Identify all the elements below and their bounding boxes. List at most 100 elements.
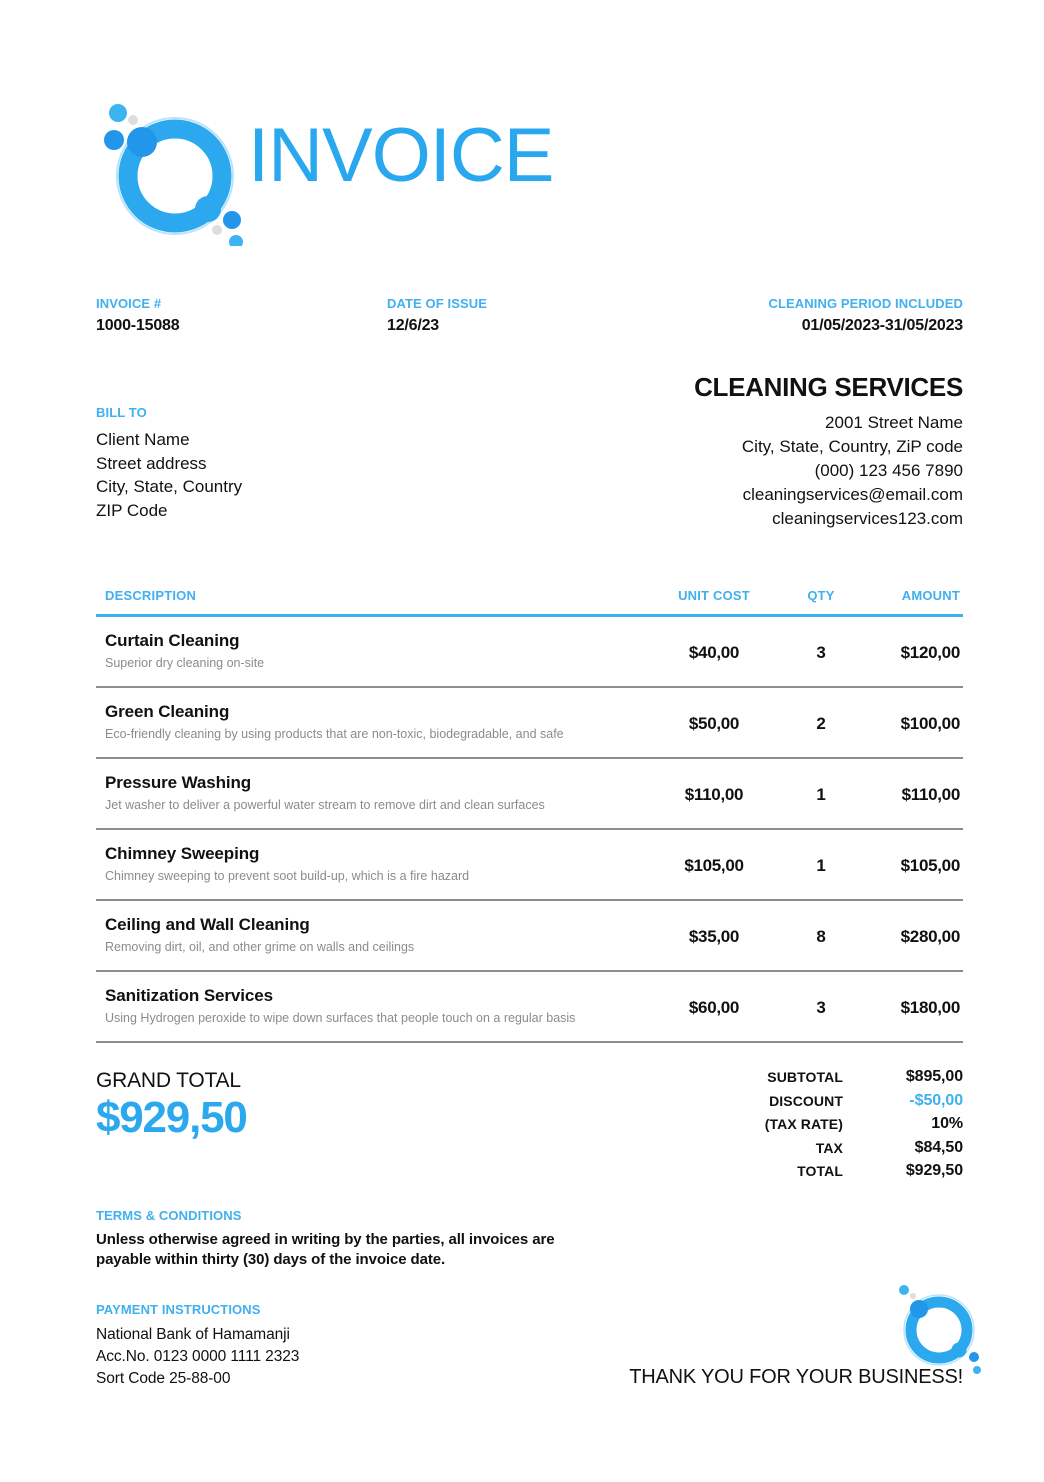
line-items-table: DESCRIPTION UNIT COST QTY AMOUNT Curtain…: [96, 588, 963, 1043]
item-unit-cost: $50,00: [688, 714, 740, 733]
summary-key: SUBTOTAL: [767, 1069, 843, 1085]
item-description-cell: Ceiling and Wall Cleaning Removing dirt,…: [105, 914, 650, 956]
table-row: Green Cleaning Eco-friendly cleaning by …: [96, 688, 963, 759]
bill-to-block: BILL TO Client Name Street address City,…: [96, 405, 496, 522]
column-header-amount: AMOUNT: [901, 588, 960, 603]
item-title: Pressure Washing: [105, 773, 252, 792]
invoice-number-field: INVOICE # 1000-15088: [96, 296, 180, 335]
item-unit-cost: $110,00: [684, 785, 744, 804]
summary-value: $84,50: [914, 1138, 963, 1156]
item-title: Chimney Sweeping: [105, 844, 260, 863]
item-description-cell: Curtain Cleaning Superior dry cleaning o…: [105, 630, 650, 672]
company-email[interactable]: cleaningservices@email.com: [742, 485, 963, 504]
column-header-description: DESCRIPTION: [105, 588, 197, 603]
item-amount: $280,00: [900, 927, 961, 946]
item-title: Green Cleaning: [105, 702, 230, 721]
terms-body-line: Unless otherwise agreed in writing by th…: [96, 1231, 555, 1248]
summary-key: DISCOUNT: [769, 1092, 843, 1109]
table-row: Pressure Washing Jet washer to deliver a…: [96, 759, 963, 830]
summary-value: -$50,00: [909, 1091, 963, 1109]
date-of-issue-label: DATE OF ISSUE: [387, 296, 488, 311]
cleaning-period-field: CLEANING PERIOD INCLUDED 01/05/2023-31/0…: [768, 296, 963, 335]
item-title: Sanitization Services: [105, 986, 273, 1005]
summary-value: $895,00: [905, 1068, 963, 1085]
totals-section: GRAND TOTAL $929,50 SUBTOTAL $895,00 DIS…: [96, 1066, 963, 1191]
date-of-issue-field: DATE OF ISSUE 12/6/23: [387, 296, 487, 335]
item-description-cell: Sanitization Services Using Hydrogen per…: [105, 985, 650, 1027]
payment-label: PAYMENT INSTRUCTIONS: [96, 1302, 261, 1317]
ring-bubbles-logo-icon: [104, 104, 243, 246]
item-qty: 3: [816, 998, 826, 1017]
bill-to-label: BILL TO: [96, 405, 147, 420]
item-amount: $110,00: [901, 785, 961, 804]
item-description-cell: Pressure Washing Jet washer to deliver a…: [105, 772, 650, 814]
company-website[interactable]: cleaningservices123.com: [772, 509, 963, 528]
summary-key: TAX: [815, 1139, 843, 1156]
item-description-cell: Green Cleaning Eco-friendly cleaning by …: [105, 701, 650, 743]
payment-account-number: Acc.No. 0123 0000 1111 2323: [96, 1348, 300, 1365]
item-subtitle: Superior dry cleaning on-site: [105, 656, 265, 670]
table-row: Ceiling and Wall Cleaning Removing dirt,…: [96, 901, 963, 972]
table-row: Curtain Cleaning Superior dry cleaning o…: [96, 617, 963, 688]
bill-to-line: ZIP Code: [96, 500, 168, 520]
item-unit-cost: $105,00: [684, 856, 744, 875]
brand-logo-block: INVOICE: [96, 96, 576, 246]
summary-row: TOTAL $929,50: [693, 1160, 963, 1184]
item-subtitle: Eco-friendly cleaning by using products …: [105, 727, 564, 741]
summary-key: (TAX RATE): [764, 1116, 843, 1132]
summary-value: $929,50: [905, 1162, 963, 1179]
item-unit-cost: $60,00: [688, 998, 740, 1017]
thank-you-message: THANK YOU FOR YOUR BUSINESS!: [629, 1366, 963, 1388]
bill-to-line: Client Name: [96, 430, 190, 449]
bill-to-line: City, State, Country: [96, 477, 243, 496]
totals-summary: SUBTOTAL $895,00 DISCOUNT -$50,00 (TAX R…: [693, 1066, 963, 1184]
item-subtitle: Removing dirt, oil, and other grime on w…: [105, 940, 415, 954]
company-name: CLEANING SERVICES: [694, 372, 963, 402]
grand-total-label: GRAND TOTAL: [96, 1069, 241, 1092]
item-subtitle: Jet washer to deliver a powerful water s…: [105, 798, 545, 812]
cleaning-period-label: CLEANING PERIOD INCLUDED: [768, 296, 963, 311]
grand-total-value: $929,50: [96, 1093, 248, 1142]
invoice-number-value: 1000-15088: [96, 317, 180, 334]
cleaning-period-value: 01/05/2023-31/05/2023: [801, 317, 963, 334]
item-amount: $180,00: [900, 998, 961, 1017]
item-qty: 8: [816, 927, 826, 946]
invoice-number-label: INVOICE #: [96, 296, 162, 311]
table-header-row: DESCRIPTION UNIT COST QTY AMOUNT: [96, 588, 963, 617]
item-qty: 1: [816, 856, 826, 875]
payment-bank-name: National Bank of Hamamanji: [96, 1326, 290, 1343]
payment-sort-code: Sort Code 25-88-00: [96, 1370, 231, 1387]
item-subtitle: Using Hydrogen peroxide to wipe down sur…: [105, 1011, 576, 1025]
payment-instructions: PAYMENT INSTRUCTIONS National Bank of Ha…: [96, 1302, 616, 1390]
wordmark-invoice: INVOICE: [248, 113, 554, 198]
item-amount: $100,00: [900, 714, 961, 733]
company-line: City, State, Country, ZiP code: [741, 437, 963, 456]
date-of-issue-value: 12/6/23: [387, 317, 439, 334]
item-subtitle: Chimney sweeping to prevent soot build-u…: [105, 869, 470, 883]
item-amount: $120,00: [900, 643, 961, 662]
column-header-unit-cost: UNIT COST: [678, 588, 750, 603]
invoice-meta-row: INVOICE # 1000-15088 DATE OF ISSUE 12/6/…: [96, 296, 963, 346]
summary-row: DISCOUNT -$50,00: [693, 1090, 963, 1114]
item-unit-cost: $40,00: [688, 643, 740, 662]
summary-row: (TAX RATE) 10%: [693, 1113, 963, 1137]
item-amount: $105,00: [900, 856, 961, 875]
company-line: 2001 Street Name: [825, 413, 963, 432]
item-title: Ceiling and Wall Cleaning: [105, 915, 310, 934]
item-title: Curtain Cleaning: [105, 631, 240, 650]
company-block: CLEANING SERVICES 2001 Street Name City,…: [483, 372, 963, 531]
bill-to-line: Street address: [96, 453, 207, 473]
summary-key: TOTAL: [797, 1163, 843, 1179]
ring-bubbles-logo-icon: [899, 1285, 981, 1374]
item-qty: 3: [816, 643, 826, 662]
item-qty: 2: [816, 714, 826, 733]
summary-row: TAX $84,50: [693, 1137, 963, 1161]
terms-body-line: payable within thirty (30) days of the i…: [96, 1251, 446, 1268]
table-row: Sanitization Services Using Hydrogen per…: [96, 972, 963, 1043]
item-qty: 1: [816, 785, 826, 804]
item-unit-cost: $35,00: [688, 927, 740, 946]
terms-label: TERMS & CONDITIONS: [96, 1208, 242, 1223]
column-header-qty: QTY: [807, 588, 835, 603]
company-phone: (000) 123 456 7890: [814, 461, 963, 480]
